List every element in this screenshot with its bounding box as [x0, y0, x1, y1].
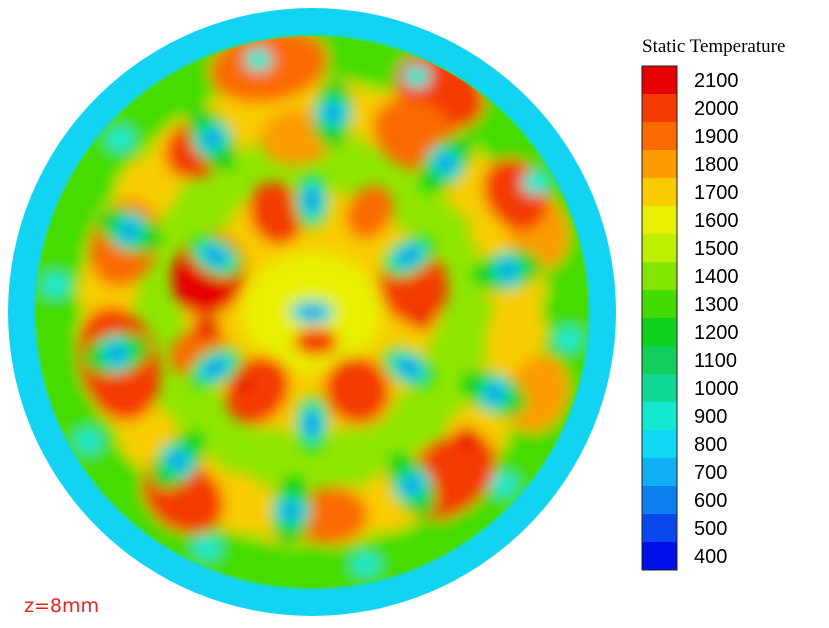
temperature-region	[439, 157, 452, 170]
temperature-region	[207, 362, 223, 374]
colorbar-tick-label: 1200	[694, 322, 739, 344]
colorbar-tick-label: 1700	[694, 182, 739, 204]
temperature-region	[225, 355, 290, 424]
temperature-region	[490, 386, 500, 401]
temperature-region	[405, 480, 419, 491]
temperature-region	[232, 374, 252, 390]
colorbar-tick-label: 1900	[694, 126, 739, 148]
colorbar-tick-label: 1600	[694, 210, 739, 232]
temperature-region	[205, 133, 219, 144]
colorbar-tick-label: 700	[694, 462, 727, 484]
temperature-region	[401, 250, 417, 262]
temperature-region	[402, 64, 431, 89]
temperature-region	[325, 109, 341, 118]
temperature-region	[282, 544, 342, 588]
colorbar-segment	[642, 94, 677, 122]
temperature-region	[283, 506, 299, 515]
colorbar-segment	[642, 542, 677, 570]
colorbar-segment	[642, 402, 677, 430]
colorbar-segment	[642, 178, 677, 206]
temperature-region	[36, 282, 80, 342]
temperature-region	[489, 472, 518, 497]
temperature-region	[506, 355, 569, 434]
colorbar-segment	[642, 346, 677, 374]
colorbar-segment	[642, 234, 677, 262]
colorbar-tick-label: 2000	[694, 98, 739, 120]
temperature-region	[41, 273, 70, 297]
colorbar-segment	[642, 318, 677, 346]
temperature-region	[193, 535, 222, 560]
colorbar-segment	[642, 514, 677, 542]
temperature-region	[249, 181, 303, 245]
colorbar-segment	[642, 122, 677, 150]
colorbar-segment	[642, 458, 677, 486]
colorbar-tick-label: 1300	[694, 294, 739, 316]
colorbar-tick-label: 1800	[694, 154, 739, 176]
temperature-region	[544, 282, 588, 342]
colorbar-frame	[641, 65, 678, 571]
colorbar-segment	[642, 150, 677, 178]
colorbar-tick-label: 2100	[694, 70, 739, 92]
temperature-region	[294, 328, 338, 356]
temperature-region	[503, 263, 512, 278]
temperature-region	[207, 250, 223, 262]
colorbar-tick-label: 600	[694, 490, 727, 512]
temperature-region	[244, 47, 273, 72]
colorbar-segment	[642, 486, 677, 514]
temperature-region	[455, 427, 479, 447]
temperature-field	[36, 36, 588, 588]
temperature-region	[401, 362, 417, 374]
temperature-region	[193, 317, 221, 337]
temperature-region	[124, 223, 134, 238]
temperature-region	[345, 185, 394, 240]
temperature-region	[172, 454, 185, 467]
temperature-region	[106, 127, 135, 152]
colorbar-tick-label: 1400	[694, 266, 739, 288]
colorbar-segment	[642, 374, 677, 402]
colorbar-segment	[642, 262, 677, 290]
colorbar-tick-label: 1000	[694, 378, 739, 400]
colorbar-tick-label: 400	[694, 546, 727, 568]
colorbar-tick-label: 900	[694, 406, 727, 428]
colorbar-tick-label: 1500	[694, 238, 739, 260]
temperature-region	[112, 346, 121, 361]
temperature-region	[302, 308, 322, 316]
colorbar-tick-labels: 2100 2000 1900 1800 1700 1600 1500 1400 1300 1200…	[694, 70, 739, 568]
colorbar-tick-label: 1100	[694, 350, 737, 372]
temperature-region	[308, 191, 316, 209]
temperature-region	[521, 171, 550, 195]
temperature-region	[351, 552, 380, 577]
legend-title: Static Temperature	[642, 36, 785, 57]
colorbar-segment	[642, 66, 677, 94]
temperature-region	[554, 327, 583, 351]
colorbar-tick-label: 800	[694, 434, 727, 456]
temperature-region	[308, 415, 316, 433]
colorbar-segment	[642, 290, 677, 318]
temperature-region	[412, 314, 432, 330]
z-position-label: z=8mm	[24, 595, 99, 617]
colorbar-segment	[642, 206, 677, 234]
temperature-region	[74, 429, 103, 453]
colorbar-tick-label: 500	[694, 518, 727, 540]
colorbar	[641, 65, 678, 571]
colorbar-segment	[642, 430, 677, 458]
temperature-region	[324, 356, 390, 424]
